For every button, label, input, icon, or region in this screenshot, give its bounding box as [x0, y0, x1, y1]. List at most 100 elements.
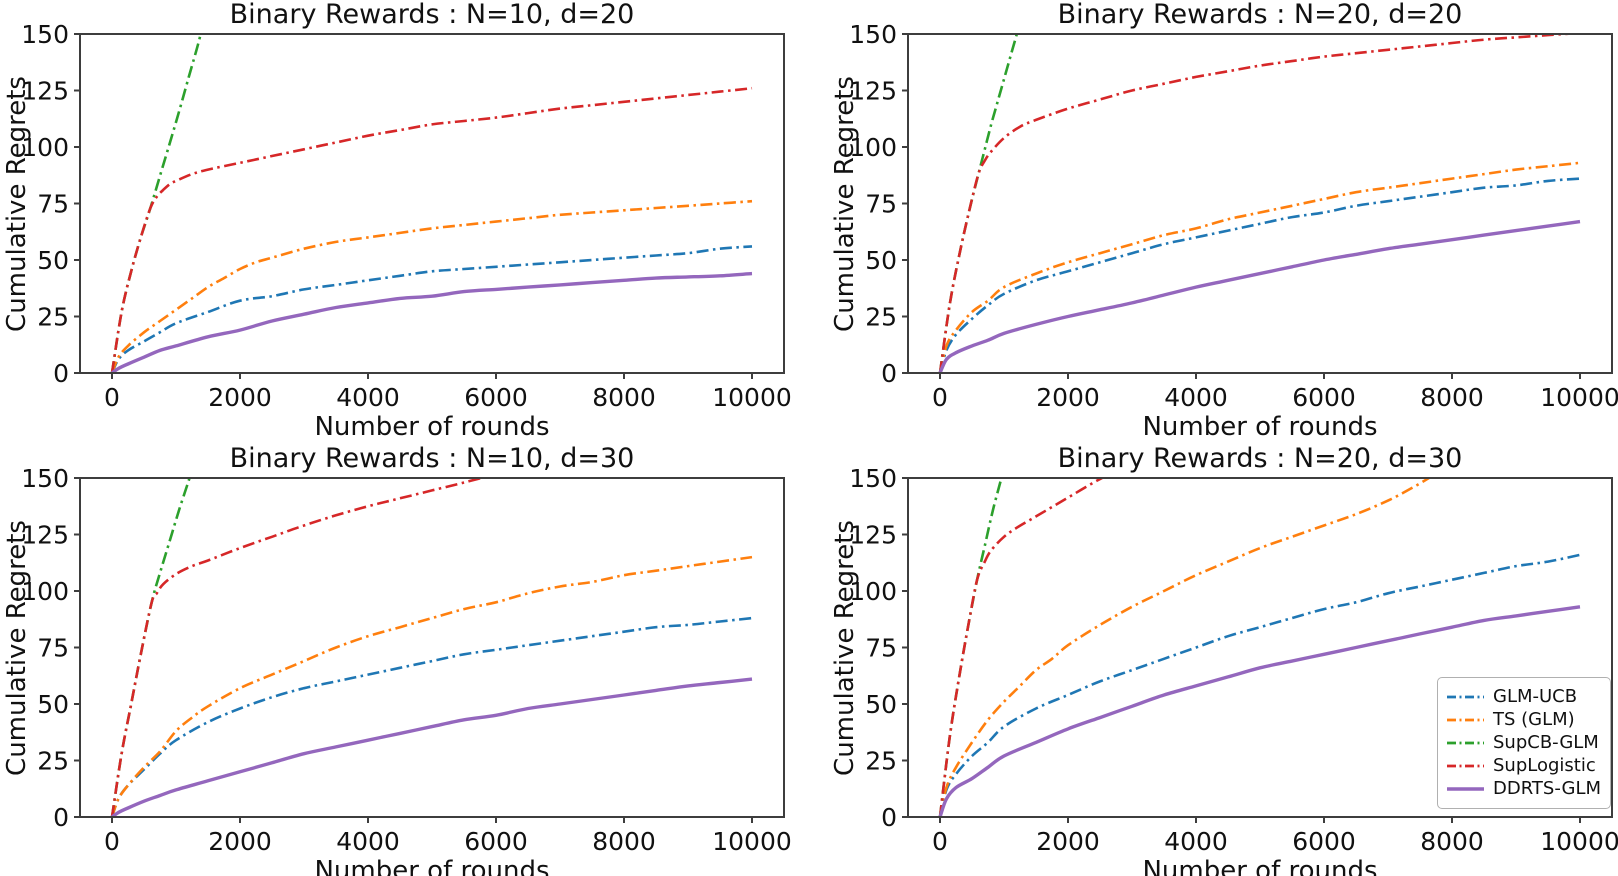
subplot-n10-d30: Binary Rewards : N=10, d=30 Cumulative R…: [2, 444, 792, 876]
y-tick-label: 0: [881, 803, 897, 832]
x-tick-label: 4000: [1164, 383, 1228, 412]
legend-item: SupLogistic: [1447, 755, 1601, 777]
y-tick-label: 125: [21, 521, 69, 550]
plot-title: Binary Rewards : N=20, d=20: [1057, 0, 1463, 31]
series-ts-glm-: [938, 478, 1432, 817]
x-tick-label: 2000: [208, 383, 272, 412]
y-tick-label: 50: [37, 246, 69, 275]
x-tick-label: 0: [104, 383, 120, 412]
legend-line-sample: [1447, 764, 1484, 768]
x-tick-label: 10000: [712, 827, 792, 856]
series-ddrts-glm: [110, 677, 753, 817]
series-supcb-glm: [110, 34, 202, 373]
x-axis-label: Number of rounds: [1142, 412, 1378, 442]
x-tick-label: 4000: [336, 383, 400, 412]
series-suplogistic: [938, 478, 1105, 817]
plot-title: Binary Rewards : N=20, d=30: [1057, 443, 1463, 475]
y-tick-label: 150: [849, 464, 897, 493]
subplot-n20-d30: Binary Rewards : N=20, d=30 Cumulative R…: [830, 444, 1618, 876]
series-glm-ucb: [938, 177, 1581, 373]
y-axis-label: Cumulative Regrets: [2, 519, 32, 776]
y-tick-label: 50: [865, 690, 897, 719]
legend-line-sample: [1447, 718, 1484, 722]
y-tick-label: 100: [849, 577, 897, 606]
x-tick-label: 0: [932, 383, 948, 412]
y-tick-label: 150: [849, 20, 897, 49]
y-tick-label: 0: [881, 359, 897, 388]
plot-title: Binary Rewards : N=10, d=30: [229, 443, 635, 475]
series-supcb-glm: [938, 34, 1019, 373]
legend-item-label: SupLogistic: [1493, 755, 1596, 776]
series-supcb-glm: [938, 478, 1003, 817]
series-ts-glm-: [110, 555, 753, 817]
series-glm-ucb: [110, 616, 753, 817]
legend-line-sample: [1447, 741, 1484, 745]
legend-item: GLM-UCB: [1447, 686, 1601, 708]
legend-line-sample: [1447, 787, 1484, 791]
y-tick-label: 75: [865, 634, 897, 663]
legend-item: SupCB-GLM: [1447, 732, 1601, 754]
legend-item: DDRTS-GLM: [1447, 778, 1601, 800]
x-tick-label: 0: [104, 827, 120, 856]
y-tick-label: 25: [865, 747, 897, 776]
y-tick-label: 100: [849, 133, 897, 162]
x-tick-label: 10000: [1540, 827, 1618, 856]
subplot-n10-d20: Binary Rewards : N=10, d=20 Cumulative R…: [2, 0, 792, 442]
series-glm-ucb: [110, 245, 753, 373]
legend-item-label: DDRTS-GLM: [1493, 778, 1601, 799]
y-tick-label: 125: [21, 77, 69, 106]
y-tick-label: 0: [53, 803, 69, 832]
legend-item: TS (GLM): [1447, 709, 1601, 731]
x-tick-label: 10000: [712, 383, 792, 412]
series-suplogistic: [110, 478, 487, 817]
x-tick-label: 4000: [1164, 827, 1228, 856]
y-tick-label: 100: [21, 133, 69, 162]
y-tick-label: 25: [865, 303, 897, 332]
x-tick-label: 6000: [1292, 383, 1356, 412]
x-tick-label: 10000: [1540, 383, 1618, 412]
series-suplogistic: [938, 34, 1581, 373]
legend: GLM-UCB TS (GLM) SupCB-GLM SupLogistic DDRTS…: [1437, 677, 1611, 809]
series-supcb-glm: [110, 478, 191, 817]
y-tick-label: 50: [37, 690, 69, 719]
y-tick-label: 150: [21, 464, 69, 493]
x-tick-label: 6000: [464, 383, 528, 412]
x-tick-label: 8000: [1420, 383, 1484, 412]
legend-item-label: SupCB-GLM: [1493, 732, 1599, 753]
plot-title: Binary Rewards : N=10, d=20: [229, 0, 635, 31]
series-ddrts-glm: [938, 219, 1581, 373]
series-ddrts-glm: [938, 605, 1581, 817]
legend-line-sample: [1447, 695, 1484, 699]
y-axis-label: Cumulative Regrets: [2, 75, 32, 332]
series-ts-glm-: [110, 199, 753, 373]
series-glm-ucb: [938, 553, 1581, 817]
legend-item-label: GLM-UCB: [1493, 686, 1578, 707]
x-tick-label: 6000: [1292, 827, 1356, 856]
plot-area-n10-d20: 0 2000 4000 6000 8000 10000 0 25 50 75 100 125 150: [21, 20, 791, 412]
y-tick-label: 125: [849, 77, 897, 106]
x-tick-label: 2000: [1036, 383, 1100, 412]
y-tick-label: 50: [865, 246, 897, 275]
x-axis-label: Number of rounds: [314, 856, 550, 876]
y-axis-label: Cumulative Regrets: [830, 75, 860, 332]
x-tick-label: 8000: [592, 383, 656, 412]
plot-area-n20-d20: 0 2000 4000 6000 8000 10000 0 25 50 75 100 125 150: [849, 20, 1618, 412]
y-tick-label: 100: [21, 577, 69, 606]
series-ddrts-glm: [110, 271, 753, 373]
y-tick-label: 150: [21, 20, 69, 49]
x-tick-label: 4000: [336, 827, 400, 856]
legend-item-label: TS (GLM): [1493, 709, 1575, 730]
y-tick-label: 75: [865, 190, 897, 219]
y-tick-label: 75: [37, 634, 69, 663]
y-tick-label: 25: [37, 303, 69, 332]
y-tick-label: 125: [849, 521, 897, 550]
x-tick-label: 6000: [464, 827, 528, 856]
x-tick-label: 0: [932, 827, 948, 856]
y-axis-label: Cumulative Regrets: [830, 519, 860, 776]
plot-area-n20-d30: 0 2000 4000 6000 8000 10000 0 25 50 75 100 125 150: [849, 464, 1618, 856]
x-tick-label: 8000: [592, 827, 656, 856]
y-tick-label: 25: [37, 747, 69, 776]
x-tick-label: 2000: [1036, 827, 1100, 856]
subplot-n20-d20: Binary Rewards : N=20, d=20 Cumulative R…: [830, 0, 1618, 442]
